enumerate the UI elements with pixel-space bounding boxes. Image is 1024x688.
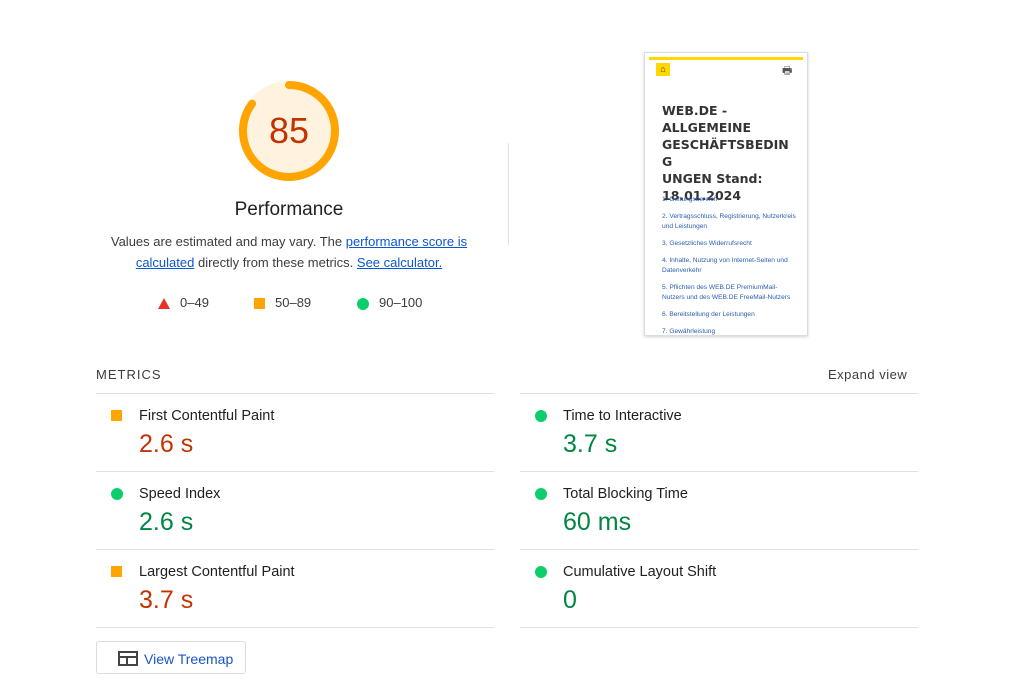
toc-link: 1. Geltungsbereich (662, 196, 718, 203)
screenshot-title-line: GESCHÄFTSBEDING (662, 137, 789, 169)
toc-link: 5. Pflichten des WEB.DE PremiumMail-Nutz… (662, 284, 791, 301)
metric-divider (520, 471, 918, 472)
triangle-icon (158, 298, 170, 310)
screenshot-title: WEB.DE - ALLGEMEINE GESCHÄFTSBEDING UNGE… (662, 102, 797, 204)
screenshot-toc: 1. Geltungsbereich 2. Vertragsschluss, R… (662, 195, 797, 335)
final-screenshot[interactable]: ⌂ 🖶 WEB.DE - ALLGEMEINE GESCHÄFTSBEDING … (644, 52, 808, 336)
metric-value: 0 (563, 586, 577, 614)
metric-value: 60 ms (563, 508, 632, 536)
expand-view-toggle[interactable]: Expand view (828, 367, 908, 382)
toc-link: 2. Vertragsschluss, Registrierung, Nutze… (662, 213, 796, 230)
metrics-header: METRICS (96, 367, 162, 382)
screenshot-title-line: WEB.DE - (662, 103, 728, 118)
metric-name: First Contentful Paint (139, 408, 275, 424)
metric-divider (96, 471, 494, 472)
view-treemap-label: View Treemap (144, 651, 234, 667)
performance-score: 85 (268, 110, 310, 151)
metric-divider (96, 549, 494, 550)
screenshot-title-line: 18.01.2024 (662, 188, 742, 203)
bank-building-icon: ⌂ (656, 63, 670, 76)
legend-pass: 90–100 (357, 295, 422, 310)
view-treemap-button[interactable]: View Treemap (96, 641, 246, 674)
metric-value: 3.7 s (139, 586, 194, 614)
square-icon (254, 298, 265, 310)
metric-divider (520, 627, 918, 628)
metric-largest-contentful-paint: Largest Contentful Paint 3.7 s (96, 550, 494, 628)
metric-name: Speed Index (139, 486, 221, 502)
circle-icon (111, 488, 123, 500)
description-text-1: Values are estimated and may vary. The (110, 234, 346, 249)
metric-cumulative-layout-shift: Cumulative Layout Shift 0 (520, 550, 918, 628)
circle-icon (357, 297, 369, 310)
gauge-ring (239, 81, 339, 181)
screenshot-title-line: UNGEN Stand: (662, 171, 763, 186)
legend-label: 0–49 (180, 295, 209, 310)
legend-fail: 0–49 (158, 295, 209, 310)
circle-icon (535, 566, 547, 578)
metric-value: 2.6 s (139, 508, 194, 536)
metric-divider (520, 549, 918, 550)
score-description: Values are estimated and may vary. The p… (100, 231, 478, 273)
treemap-icon (118, 651, 138, 666)
toc-link: 7. Gewährleistung (662, 328, 716, 335)
vertical-divider (508, 143, 509, 245)
toc-link: 4. Inhalte, Nutzung von Internet-Seiten … (662, 257, 788, 274)
description-text-2: directly from these metrics. (194, 255, 357, 270)
metric-divider (520, 393, 918, 394)
screenshot-header-bar (649, 57, 803, 60)
metric-speed-index: Speed Index 2.6 s (96, 472, 494, 550)
metric-name: Cumulative Layout Shift (563, 564, 717, 580)
printer-icon: 🖶 (782, 65, 793, 77)
circle-icon (535, 410, 547, 422)
performance-score-link[interactable]: performance score is calculated (135, 234, 468, 270)
toc-link: 3. Gesetzliches Widerrufsrecht (662, 240, 752, 247)
see-calculator-link[interactable]: See calculator. (356, 255, 443, 270)
legend-label: 50–89 (275, 295, 312, 310)
metric-time-to-interactive: Time to Interactive 3.7 s (520, 394, 918, 472)
metric-divider (96, 627, 494, 628)
screenshot-title-line: ALLGEMEINE (662, 120, 752, 135)
metric-value: 3.7 s (563, 430, 618, 458)
metric-name: Total Blocking Time (563, 486, 688, 502)
metric-value: 2.6 s (139, 430, 194, 458)
performance-gauge: 85 (236, 78, 342, 184)
toc-link: 6. Bereitstellung der Leistungen (662, 311, 755, 318)
metric-first-contentful-paint: First Contentful Paint 2.6 s (96, 394, 494, 472)
legend-average: 50–89 (254, 295, 311, 310)
metric-total-blocking-time: Total Blocking Time 60 ms (520, 472, 918, 550)
gauge-title: Performance (234, 199, 344, 220)
metric-name: Time to Interactive (563, 408, 682, 424)
circle-icon (535, 488, 547, 500)
legend-label: 90–100 (379, 295, 423, 310)
square-icon (111, 410, 122, 421)
metric-name: Largest Contentful Paint (139, 564, 295, 580)
metric-divider (96, 393, 494, 394)
square-icon (111, 566, 122, 577)
